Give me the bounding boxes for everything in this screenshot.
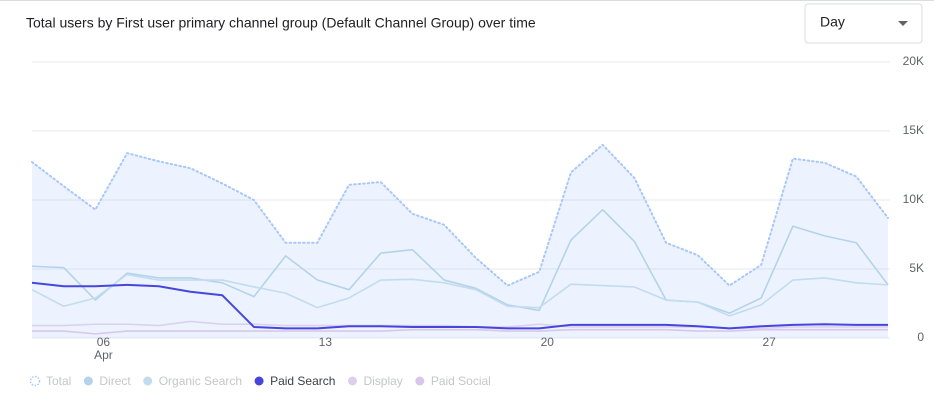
legend-item[interactable]: Direct xyxy=(83,374,132,388)
legend-label[interactable]: Total xyxy=(46,374,71,388)
legend-label[interactable]: Direct xyxy=(99,374,131,388)
legend-item[interactable]: Paid Search xyxy=(254,374,336,388)
series-line xyxy=(31,273,889,317)
granularity-dropdown[interactable]: Day xyxy=(804,3,923,44)
chart-title: Total users by First user primary channe… xyxy=(26,15,536,31)
legend-item[interactable]: Total xyxy=(29,374,72,388)
legend-swatch[interactable] xyxy=(347,376,357,386)
x-tick-label: 20 xyxy=(541,335,555,349)
y-tick-label: 5K xyxy=(909,261,924,275)
dropdown-box[interactable] xyxy=(804,3,923,44)
y-tick-label: 15K xyxy=(903,123,924,137)
y-tick-label: 20K xyxy=(903,54,924,68)
y-tick-label: 10K xyxy=(903,192,924,206)
legend-swatch[interactable] xyxy=(83,376,93,386)
legend-label[interactable]: Organic Search xyxy=(159,374,242,388)
legend-label[interactable]: Paid Social xyxy=(431,374,491,388)
x-tick-label: 27 xyxy=(763,335,777,349)
legend-swatch[interactable] xyxy=(415,376,425,386)
dropdown-caret[interactable] xyxy=(898,21,908,26)
legend-item[interactable]: Organic Search xyxy=(143,374,242,388)
dropdown-value[interactable]: Day xyxy=(820,14,845,30)
legend-swatch[interactable] xyxy=(143,376,153,386)
series-line xyxy=(31,281,888,330)
legend-item[interactable]: Display xyxy=(347,374,403,388)
series-line xyxy=(31,208,889,314)
legend-item[interactable]: Paid Social xyxy=(415,374,491,388)
legend-label[interactable]: Display xyxy=(363,374,402,388)
legend-label[interactable]: Paid Search xyxy=(270,374,335,388)
series-line xyxy=(32,328,888,335)
series-line xyxy=(31,143,889,287)
y-tick-label: 0 xyxy=(917,330,924,344)
x-tick-label: 13 xyxy=(319,335,333,349)
legend-swatch[interactable] xyxy=(254,376,264,386)
x-tick-month: Apr xyxy=(94,348,113,362)
legend-swatch[interactable] xyxy=(29,375,41,387)
x-tick-label: 06 xyxy=(97,335,111,349)
